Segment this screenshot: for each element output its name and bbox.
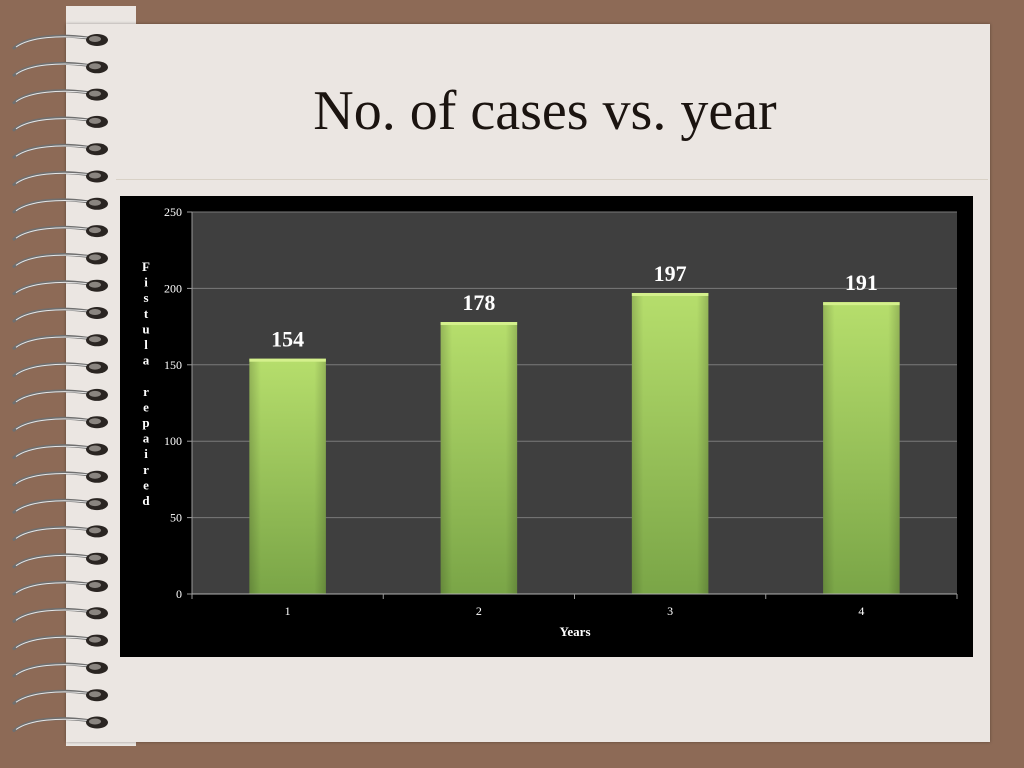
spiral-ring bbox=[12, 361, 108, 378]
spiral-ring bbox=[12, 170, 108, 186]
bar-top-highlight bbox=[823, 302, 900, 306]
spiral-ring bbox=[12, 115, 108, 132]
bar-shading bbox=[631, 292, 709, 594]
spiral-ring bbox=[12, 279, 108, 296]
spiral-binding bbox=[12, 34, 108, 732]
spiral-ring bbox=[12, 307, 108, 323]
spiral-ring bbox=[12, 716, 108, 732]
spiral-ring bbox=[12, 197, 108, 214]
bar-top-highlight bbox=[440, 322, 518, 326]
spiral-ring bbox=[12, 498, 108, 514]
spiral-ring bbox=[12, 334, 108, 350]
y-tick-label: 250 bbox=[164, 205, 182, 219]
bar-top-highlight bbox=[249, 358, 326, 362]
spiral-ring bbox=[12, 580, 108, 596]
x-tick-label: 1 bbox=[285, 604, 291, 618]
data-label: 191 bbox=[845, 270, 878, 295]
spiral-ring bbox=[12, 552, 108, 569]
spiral-ring bbox=[12, 607, 108, 623]
y-tick-label: 100 bbox=[164, 434, 182, 448]
y-tick-label: 150 bbox=[164, 358, 182, 372]
bar-shading bbox=[249, 358, 326, 594]
spiral-ring bbox=[12, 689, 108, 705]
spiral-ring bbox=[12, 525, 108, 541]
spiral-ring bbox=[12, 661, 108, 678]
spiral-ring bbox=[12, 443, 108, 459]
spiral-ring bbox=[12, 225, 108, 241]
x-tick-label: 3 bbox=[667, 604, 673, 618]
spiral-ring bbox=[12, 252, 108, 268]
chart-frame: 154 178 197 191 0 50 100 150 200 250 1 2 3 4 Years F… bbox=[120, 196, 973, 657]
spiral-ring bbox=[12, 34, 108, 50]
slide-title: No. of cases vs. year bbox=[313, 80, 777, 142]
axes: 0 50 100 150 200 250 1 2 3 4 bbox=[164, 205, 958, 618]
x-tick-label: 2 bbox=[476, 604, 482, 618]
data-label: 197 bbox=[654, 261, 687, 286]
spiral-ring bbox=[12, 61, 108, 77]
y-tick-label: 0 bbox=[176, 587, 182, 601]
spiral-ring bbox=[12, 143, 108, 159]
y-tick-label: 200 bbox=[164, 281, 182, 295]
bar-shading bbox=[823, 302, 900, 594]
spiral-ring bbox=[12, 388, 108, 405]
spiral-ring bbox=[12, 88, 108, 105]
x-axis-title: Years bbox=[559, 624, 590, 639]
bar-top-highlight bbox=[631, 292, 709, 296]
title-divider bbox=[116, 179, 988, 180]
data-label: 154 bbox=[271, 327, 304, 352]
bar-chart: 154 178 197 191 0 50 100 150 200 250 1 2 3 4 Years F… bbox=[142, 205, 958, 639]
y-tick-label: 50 bbox=[170, 511, 182, 525]
data-label: 178 bbox=[462, 290, 495, 315]
x-tick-label: 4 bbox=[858, 604, 864, 618]
spiral-ring bbox=[12, 416, 108, 432]
spiral-ring bbox=[12, 470, 108, 487]
spiral-ring bbox=[12, 634, 108, 651]
bars: 154 178 197 191 bbox=[249, 261, 900, 594]
bar-shading bbox=[440, 322, 518, 594]
